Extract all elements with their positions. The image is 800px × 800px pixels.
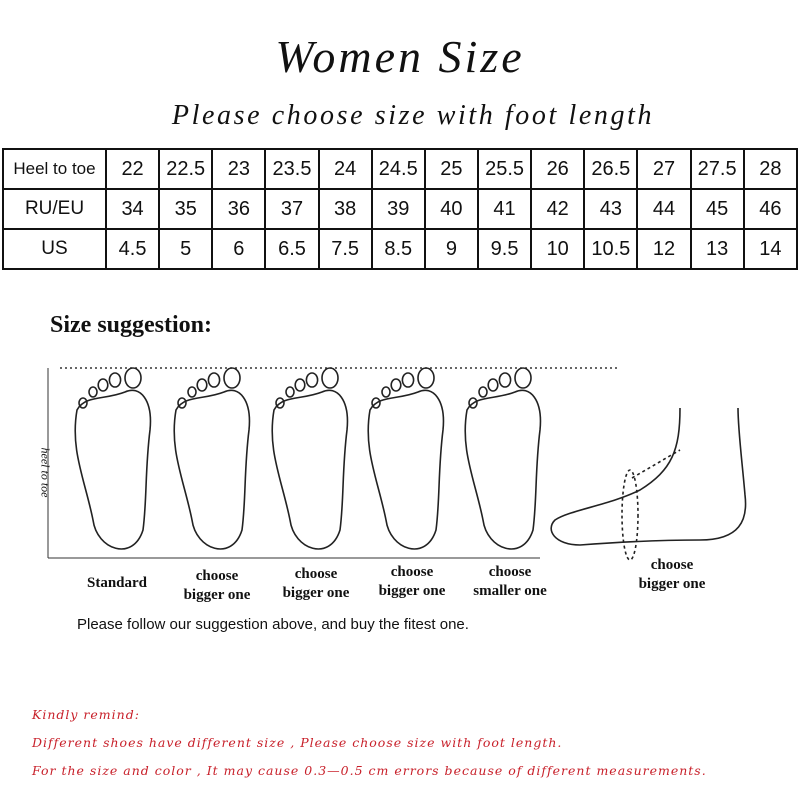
table-cell: 37	[264, 188, 320, 230]
row-label: US	[2, 228, 107, 270]
size-table: Heel to toe 22 22.5 23 23.5 24 24.5 25 25.5 26 26.…	[2, 148, 799, 270]
row-label: Heel to toe	[2, 148, 107, 190]
table-cell: 24.5	[370, 148, 426, 190]
toe	[371, 397, 381, 409]
side-foot-icon	[550, 407, 747, 561]
table-cell: 22.5	[158, 148, 214, 190]
remind-heading: Kindly remind:	[32, 707, 140, 722]
table-cell: 8.5	[370, 228, 426, 270]
toe	[498, 372, 512, 388]
table-cell: 6.5	[264, 228, 320, 270]
table-cell: 23.5	[264, 148, 320, 190]
table-cell: 10.5	[583, 228, 639, 270]
toe	[468, 397, 478, 409]
toe	[223, 367, 241, 389]
table-cell: 44	[636, 188, 692, 230]
remind-line-1: Different shoes have different size , Pl…	[32, 735, 563, 750]
table-cell: 25.5	[476, 148, 533, 190]
table-cell: 13	[689, 228, 745, 270]
page-title: Women Size	[275, 31, 525, 82]
toe	[487, 378, 499, 392]
table-cell: 36	[211, 188, 267, 230]
table-row: Heel to toe 22 22.5 23 23.5 24 24.5 25 25.5 26 26.…	[2, 148, 799, 190]
toe	[196, 378, 208, 392]
toe	[207, 372, 221, 388]
toe	[478, 386, 488, 398]
table-cell: 4.5	[104, 228, 161, 270]
foot-outline	[271, 389, 349, 550]
foot-outline	[367, 389, 445, 550]
caption-smaller: choose smaller one	[473, 564, 547, 599]
table-row: RU/EU 34 35 36 37 38 39 40 41 42 43 44 45 46	[2, 188, 799, 230]
table-cell: 27.5	[689, 148, 745, 190]
table-cell: 9	[423, 228, 479, 270]
toe	[401, 372, 415, 388]
table-cell: 46	[742, 188, 799, 230]
caption-bigger-side: choose bigger one	[638, 557, 706, 592]
caption-bigger-1: choose bigger one	[183, 568, 251, 603]
foot-outline	[173, 389, 251, 550]
toe	[285, 386, 295, 398]
table-cell: 43	[583, 188, 639, 230]
table-cell: 10	[530, 228, 586, 270]
table-cell: 34	[104, 188, 161, 230]
caption-standard: Standard	[86, 575, 148, 591]
table-cell: 40	[423, 188, 479, 230]
toe	[88, 386, 98, 398]
toe	[187, 386, 197, 398]
table-cell: 25	[423, 148, 479, 190]
table-cell: 14	[742, 228, 799, 270]
toe	[97, 378, 109, 392]
toe	[275, 397, 285, 409]
table-cell: 7.5	[317, 228, 373, 270]
caption-bigger-2: choose bigger one	[282, 566, 350, 601]
table-cell: 26.5	[583, 148, 639, 190]
toe	[514, 367, 532, 389]
toe	[390, 378, 402, 392]
table-cell: 38	[317, 188, 373, 230]
table-cell: 9.5	[476, 228, 533, 270]
table-cell: 22	[104, 148, 161, 190]
toe	[78, 397, 88, 409]
toe	[124, 367, 142, 389]
toe	[305, 372, 319, 388]
toe	[177, 397, 187, 409]
table-cell: 12	[636, 228, 692, 270]
toe	[381, 386, 391, 398]
table-cell: 26	[530, 148, 586, 190]
foot-outline	[74, 389, 152, 550]
row-label: RU/EU	[2, 188, 107, 230]
table-cell: 5	[158, 228, 214, 270]
foot-outline	[464, 389, 542, 550]
table-cell: 39	[370, 188, 426, 230]
table-cell: 23	[211, 148, 267, 190]
table-cell: 6	[211, 228, 267, 270]
follow-suggestion-text: Please follow our suggestion above, and …	[77, 616, 469, 633]
toe	[108, 372, 122, 388]
table-cell: 45	[689, 188, 745, 230]
toe	[294, 378, 306, 392]
table-cell: 42	[530, 188, 586, 230]
toe	[417, 367, 435, 389]
caption-bigger-3: choose bigger one	[378, 564, 446, 599]
remind-line-2: For the size and color , It may cause 0.…	[32, 763, 707, 778]
suggestion-heading: Size suggestion:	[50, 312, 212, 338]
table-cell: 41	[476, 188, 533, 230]
table-cell: 27	[636, 148, 692, 190]
table-cell: 24	[317, 148, 373, 190]
table-cell: 28	[742, 148, 799, 190]
table-cell: 35	[158, 188, 214, 230]
table-row: US 4.5 5 6 6.5 7.5 8.5 9 9.5 10 10.5 12 13 14	[2, 228, 799, 270]
toe	[321, 367, 339, 389]
page-subtitle: Please choose size with foot length	[171, 100, 655, 131]
